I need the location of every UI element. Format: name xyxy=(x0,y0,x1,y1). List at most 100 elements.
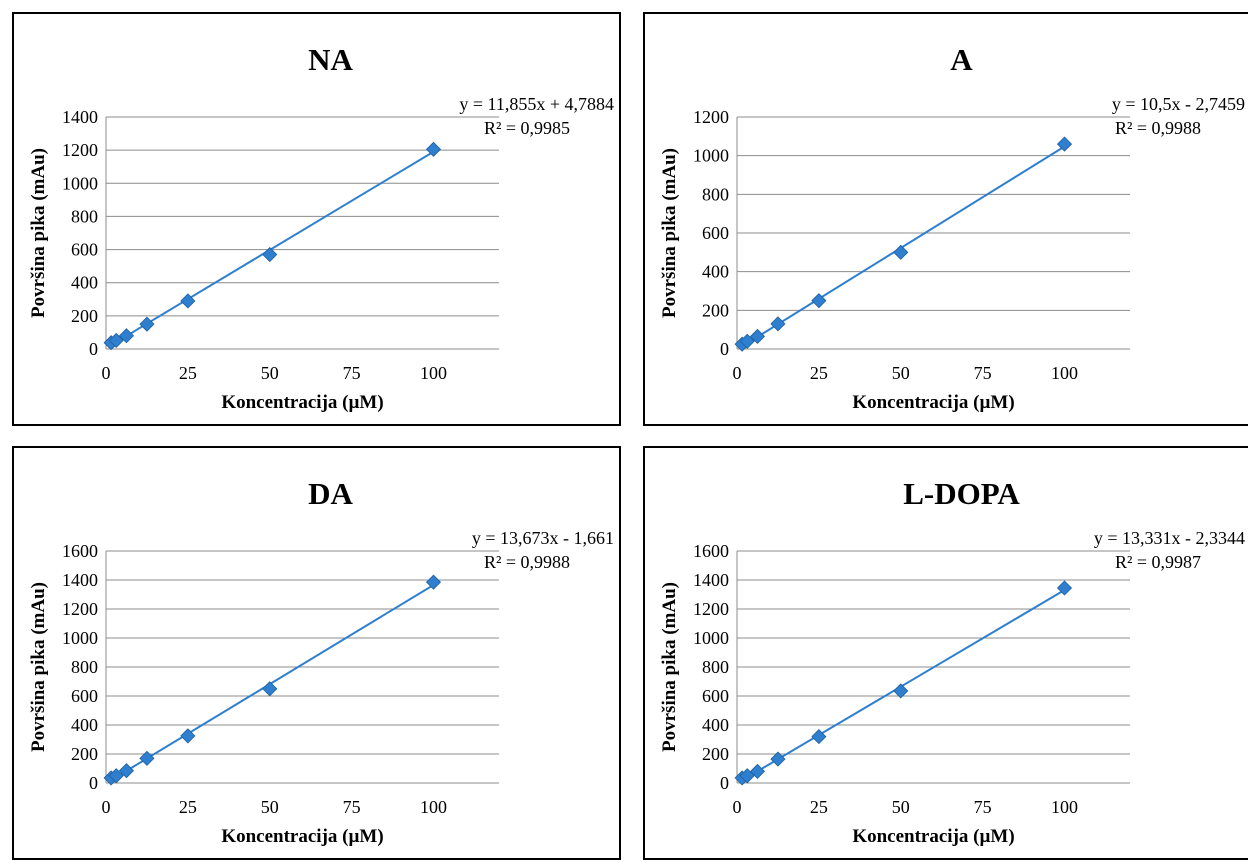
x-axis-label: Koncentracija (µM) xyxy=(221,826,383,847)
data-point xyxy=(739,768,755,784)
data-point xyxy=(118,763,135,779)
data-point xyxy=(770,751,786,767)
data-point xyxy=(425,574,442,590)
y-tick-label: 0 xyxy=(89,773,98,793)
data-point xyxy=(139,750,155,766)
x-tick-label: 100 xyxy=(420,797,447,817)
y-tick-label: 200 xyxy=(702,300,729,320)
data-point xyxy=(118,328,135,344)
chart-panel-a: 0 200 400 600 800 1000 1200 0 25 50 75 100 A Koncentr… xyxy=(643,12,1248,426)
y-tick-label: 1000 xyxy=(693,628,729,648)
y-tick-label: 200 xyxy=(71,306,98,326)
trendline-equation: y = 11,855x + 4,7884 xyxy=(459,94,614,114)
chart-title: DA xyxy=(308,476,353,511)
data-point xyxy=(180,728,196,744)
y-tick-label: 1200 xyxy=(62,140,98,160)
x-tick-label: 100 xyxy=(420,363,447,383)
scatter-chart: 0 200 400 600 800 1000 1200 0 25 50 75 100 A Koncentr… xyxy=(659,42,1245,413)
trendline-equation: y = 13,331x - 2,3344 xyxy=(1094,528,1245,548)
data-point xyxy=(749,328,766,344)
x-tick-label: 50 xyxy=(261,797,279,817)
x-tick-label: 50 xyxy=(261,363,279,383)
y-tick-label: 400 xyxy=(71,715,98,735)
y-tick-label: 0 xyxy=(720,773,729,793)
x-axis-label: Koncentracija (µM) xyxy=(221,392,383,413)
y-tick-label: 200 xyxy=(71,744,98,764)
scatter-chart: 0 200 400 600 800 1000 1200 1400 1600 0 25 50 75 100 D… xyxy=(28,476,614,847)
y-axis-label: Površina pika (mAu) xyxy=(659,582,680,752)
chart-panel-na: 0 200 400 600 800 1000 1200 1400 0 25 50 75 100 NA Kon… xyxy=(12,12,621,426)
data-point xyxy=(893,683,909,699)
x-tick-label: 25 xyxy=(179,797,197,817)
data-point xyxy=(262,246,278,263)
chart-panel-l-dopa: 0 200 400 600 800 1000 1200 1400 1600 0 25 50 75 100 L… xyxy=(643,446,1248,860)
x-tick-label: 0 xyxy=(102,363,111,383)
y-tick-label: 1200 xyxy=(693,599,729,619)
y-tick-label: 400 xyxy=(71,273,98,293)
x-tick-label: 75 xyxy=(974,797,992,817)
data-point xyxy=(262,681,278,697)
trendline xyxy=(741,589,1066,782)
y-axis-label: Površina pika (mAu) xyxy=(28,582,49,752)
y-tick-label: 400 xyxy=(702,715,729,735)
x-tick-label: 0 xyxy=(102,797,111,817)
x-tick-label: 75 xyxy=(343,797,361,817)
y-tick-label: 800 xyxy=(71,206,98,226)
data-point xyxy=(739,333,755,349)
y-tick-label: 800 xyxy=(71,657,98,677)
chart-title: NA xyxy=(308,42,353,77)
trendline xyxy=(741,145,1066,348)
y-tick-label: 600 xyxy=(702,223,729,243)
x-tick-label: 100 xyxy=(1051,797,1078,817)
y-tick-label: 1000 xyxy=(693,146,729,166)
data-point xyxy=(1056,580,1073,596)
x-tick-label: 75 xyxy=(343,363,361,383)
x-tick-label: 100 xyxy=(1051,363,1078,383)
y-tick-label: 400 xyxy=(702,262,729,282)
y-axis-label: Površina pika (mAu) xyxy=(28,148,49,318)
x-tick-label: 0 xyxy=(733,363,742,383)
y-tick-label: 0 xyxy=(89,339,98,359)
x-axis-label: Koncentracija (µM) xyxy=(852,392,1014,413)
data-point xyxy=(180,293,196,309)
y-tick-label: 1600 xyxy=(693,541,729,561)
data-point xyxy=(425,141,442,157)
scatter-chart: 0 200 400 600 800 1000 1200 1400 1600 0 25 50 75 100 L… xyxy=(659,476,1245,847)
y-tick-label: 1000 xyxy=(62,628,98,648)
data-point xyxy=(108,768,124,784)
r-squared-label: R² = 0,9988 xyxy=(484,552,570,572)
x-tick-label: 50 xyxy=(892,363,910,383)
trendline xyxy=(110,150,435,346)
y-tick-label: 200 xyxy=(702,744,729,764)
trendline-equation: y = 10,5x - 2,7459 xyxy=(1112,94,1245,114)
y-tick-label: 800 xyxy=(702,184,729,204)
chart-panel-da: 0 200 400 600 800 1000 1200 1400 1600 0 25 50 75 100 D… xyxy=(12,446,621,860)
r-squared-label: R² = 0,9988 xyxy=(1115,118,1201,138)
x-tick-label: 25 xyxy=(179,363,197,383)
y-tick-label: 600 xyxy=(702,686,729,706)
x-tick-label: 0 xyxy=(733,797,742,817)
x-tick-label: 50 xyxy=(892,797,910,817)
y-tick-label: 0 xyxy=(720,339,729,359)
y-tick-label: 1400 xyxy=(62,570,98,590)
x-tick-label: 75 xyxy=(974,363,992,383)
trendline xyxy=(110,584,435,781)
y-tick-label: 600 xyxy=(71,240,98,260)
y-tick-label: 1200 xyxy=(62,599,98,619)
data-point xyxy=(108,332,124,348)
x-tick-label: 25 xyxy=(810,363,828,383)
y-tick-label: 1400 xyxy=(62,107,98,127)
r-squared-label: R² = 0,9985 xyxy=(484,118,570,138)
data-point xyxy=(811,729,827,745)
chart-title: L-DOPA xyxy=(903,476,1020,511)
data-point xyxy=(811,293,827,309)
y-tick-label: 1400 xyxy=(693,570,729,590)
chart-title: A xyxy=(950,42,973,77)
data-point xyxy=(1056,136,1073,152)
scatter-chart: 0 200 400 600 800 1000 1200 1400 0 25 50 75 100 NA Kon… xyxy=(28,42,614,413)
r-squared-label: R² = 0,9987 xyxy=(1115,552,1201,572)
data-point xyxy=(749,763,766,779)
data-point xyxy=(139,316,155,332)
y-tick-label: 800 xyxy=(702,657,729,677)
y-tick-label: 600 xyxy=(71,686,98,706)
